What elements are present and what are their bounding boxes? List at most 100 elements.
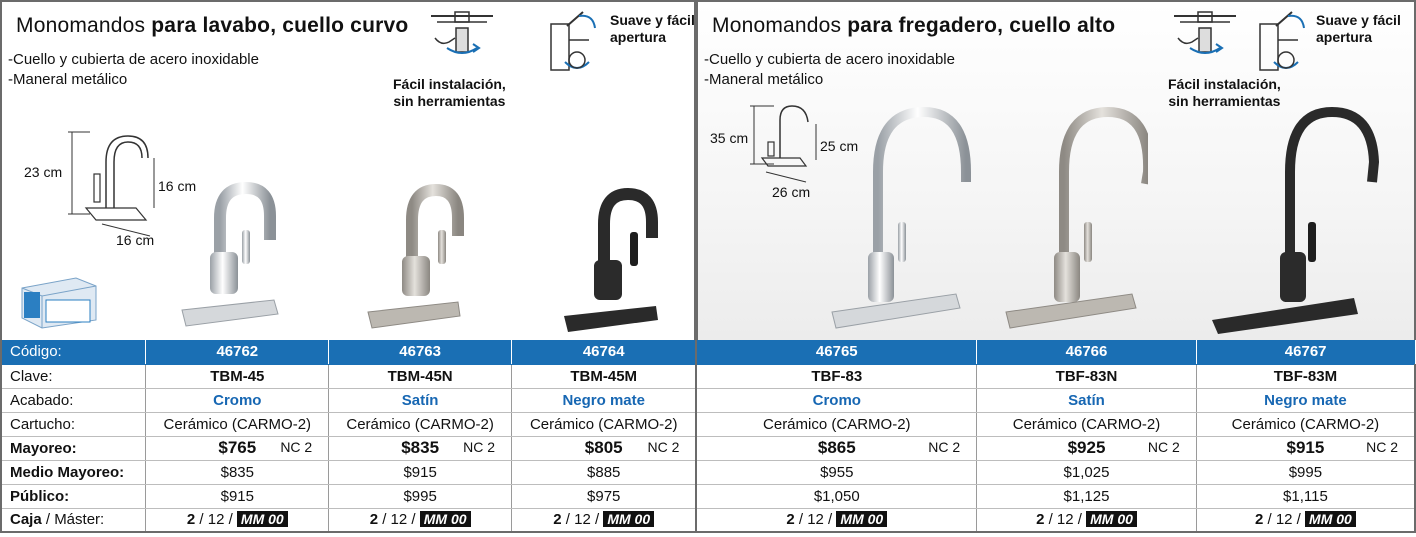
- mm-badge: MM 00: [419, 511, 471, 528]
- half-wholesale-price: $955: [696, 460, 978, 485]
- public-price: $1,050: [696, 484, 978, 509]
- mm-badge: MM 00: [1305, 511, 1356, 528]
- feature-list: -Cuello y cubierta de acero inoxidable -…: [704, 50, 955, 90]
- public-row: Público: $915 $995 $975 $1,050 $1,125 $1…: [0, 484, 1416, 509]
- feature-item: -Cuello y cubierta de acero inoxidable: [704, 51, 955, 68]
- box-row: Caja / Máster: 2 / 12 / MM 00 2 / 12 / M…: [0, 508, 1416, 533]
- faucet-black-image: [1212, 106, 1380, 334]
- dimension-diagram: [68, 131, 155, 237]
- spout-dimension: 16 cm: [158, 178, 197, 194]
- lavabo-panel: Monomandos para lavabo, cuello curvo -Cu…: [0, 0, 696, 340]
- feature-item: -Maneral metálico: [704, 71, 824, 88]
- product-finish: Cromo: [145, 388, 330, 413]
- base-dimension: 16 cm: [116, 232, 155, 248]
- wholesale-price-cell: $925 NC 2: [976, 436, 1197, 461]
- row-label: Caja / Máster:: [0, 508, 147, 533]
- finish-row: Acabado: Cromo Satín Negro mate Cromo Sa…: [0, 388, 1416, 413]
- half-wholesale-price: $885: [511, 460, 698, 485]
- box-master: 2 / 12 / MM 00: [976, 508, 1197, 533]
- lever-icon: [550, 11, 596, 71]
- mm-badge: MM 00: [1086, 511, 1137, 528]
- wholesale-price: $805: [584, 438, 623, 457]
- easy-install-label: Fácil instalación, sin herramientas: [393, 76, 506, 109]
- half-wholesale-price: $995: [1196, 460, 1416, 485]
- feature-item: -Cuello y cubierta de acero inoxidable: [8, 51, 259, 68]
- public-price: $915: [145, 484, 330, 509]
- wholesale-price-cell: $835 NC 2: [328, 436, 513, 461]
- wholesale-price: $865: [817, 438, 856, 457]
- product-finish: Satín: [328, 388, 513, 413]
- faucet-satin-image: [1005, 106, 1148, 329]
- mm-badge: MM 00: [836, 511, 888, 528]
- public-price: $1,125: [976, 484, 1197, 509]
- row-label: Acabado:: [0, 388, 147, 413]
- box-master: 2 / 12 / MM 00: [511, 508, 698, 533]
- nc-tag: NC 2: [1147, 439, 1180, 455]
- mm-badge: MM 00: [236, 511, 288, 528]
- wholesale-price-cell: $805 NC 2: [511, 436, 698, 461]
- product-cartridge: Cerámico (CARMO-2): [976, 412, 1197, 437]
- nc-tag: NC 2: [928, 439, 961, 455]
- product-code: 46762: [145, 340, 330, 365]
- product-key: TBM-45M: [511, 364, 698, 389]
- box-master: 2 / 12 / MM 00: [145, 508, 330, 533]
- product-key: TBF-83: [696, 364, 978, 389]
- row-label: Medio Mayoreo:: [0, 460, 147, 485]
- faucet-black-image: [564, 188, 658, 332]
- product-code: 46765: [696, 340, 978, 365]
- nc-tag: NC 2: [647, 439, 680, 455]
- half-wholesale-row: Medio Mayoreo: $835 $915 $885 $955 $1,02…: [0, 460, 1416, 485]
- feature-item: -Maneral metálico: [8, 71, 128, 88]
- base-dimension: 26 cm: [772, 184, 811, 200]
- mm-badge: MM 00: [603, 511, 655, 528]
- easy-install-label: Fácil instalación, sin herramientas: [1168, 76, 1281, 109]
- height-dimension: 35 cm: [710, 130, 749, 146]
- faucet-chrome-image: [181, 182, 279, 327]
- product-cartridge: Cerámico (CARMO-2): [696, 412, 978, 437]
- wholesale-price: $915: [1286, 438, 1325, 457]
- faucet-satin-image: [367, 184, 464, 329]
- product-cartridge: Cerámico (CARMO-2): [511, 412, 698, 437]
- lever-icon: [1259, 11, 1305, 71]
- product-finish: Satín: [976, 388, 1197, 413]
- wholesale-price: $765: [218, 438, 257, 457]
- package-box-image: [21, 277, 97, 329]
- row-label: Público:: [0, 484, 147, 509]
- row-label: Cartucho:: [0, 412, 147, 437]
- wholesale-row: Mayoreo: $765 NC 2 $835 NC 2 $805 NC 2 $865…: [0, 436, 1416, 461]
- half-wholesale-price: $915: [328, 460, 513, 485]
- installation-icon: [1174, 11, 1236, 54]
- product-key: TBM-45N: [328, 364, 513, 389]
- key-row: Clave: TBM-45 TBM-45N TBM-45M TBF-83 TBF…: [0, 364, 1416, 389]
- nc-tag: NC 2: [463, 439, 496, 455]
- public-price: $995: [328, 484, 513, 509]
- wholesale-price-cell: $915 NC 2: [1196, 436, 1416, 461]
- product-table: Código: 46762 46763 46764 46765 46766 46…: [0, 340, 1416, 533]
- product-finish: Negro mate: [1196, 388, 1416, 413]
- product-cartridge: Cerámico (CARMO-2): [328, 412, 513, 437]
- spout-dimension: 25 cm: [820, 138, 859, 154]
- wholesale-price-cell: $865 NC 2: [696, 436, 978, 461]
- row-label: Clave:: [0, 364, 147, 389]
- smooth-opening-label: Suave y fácil apertura: [610, 12, 695, 45]
- panel-title: Monomandos para fregadero, cuello alto: [712, 14, 1116, 37]
- public-price: $1,115: [1196, 484, 1416, 509]
- fregadero-panel: Monomandos para fregadero, cuello alto -…: [696, 0, 1416, 340]
- feature-list: -Cuello y cubierta de acero inoxidable -…: [8, 50, 259, 90]
- installation-icon: [431, 11, 493, 54]
- faucet-chrome-image: [831, 106, 971, 329]
- cartridge-row: Cartucho: Cerámico (CARMO-2) Cerámico (C…: [0, 412, 1416, 437]
- wholesale-price-cell: $765 NC 2: [145, 436, 330, 461]
- half-wholesale-price: $1,025: [976, 460, 1197, 485]
- wholesale-price: $925: [1067, 438, 1106, 457]
- product-code: 46766: [976, 340, 1197, 365]
- height-dimension: 23 cm: [24, 164, 63, 180]
- product-key: TBF-83M: [1196, 364, 1416, 389]
- half-wholesale-price: $835: [145, 460, 330, 485]
- product-finish: Cromo: [696, 388, 978, 413]
- product-code: 46767: [1196, 340, 1416, 365]
- box-master: 2 / 12 / MM 00: [696, 508, 978, 533]
- wholesale-price: $835: [401, 438, 440, 457]
- product-cartridge: Cerámico (CARMO-2): [1196, 412, 1416, 437]
